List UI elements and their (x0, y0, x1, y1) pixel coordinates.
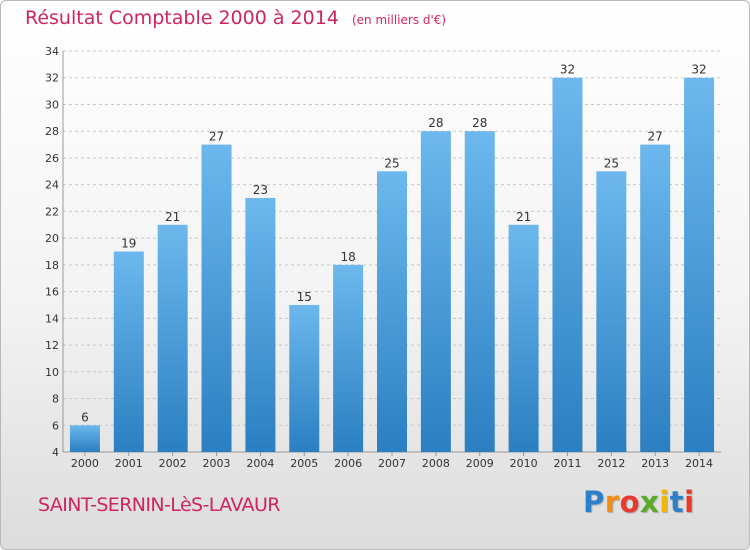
y-tick-label: 10 (45, 366, 59, 379)
place-name: SAINT-SERNIN-LèS-LAVAUR (38, 494, 280, 516)
x-tick-label-2009: 2009 (466, 457, 494, 470)
proxiti-logo: Proxiti (583, 485, 695, 519)
x-tick-label-2013: 2013 (641, 457, 669, 470)
x-tick-label-2011: 2011 (553, 457, 581, 470)
logo-letter: r (604, 485, 620, 519)
bar-2007 (377, 171, 407, 453)
chart-title-row: Résultat Comptable 2000 à 2014 (en milli… (25, 7, 446, 29)
x-tick-label-2007: 2007 (378, 457, 406, 470)
data-label-2005: 15 (297, 290, 312, 304)
x-tick-label-2010: 2010 (510, 457, 538, 470)
y-tick-label: 8 (52, 393, 59, 406)
data-label-2004: 23 (253, 183, 268, 197)
logo-letter: P (583, 485, 605, 519)
data-label-2014: 32 (691, 63, 706, 77)
data-label-2012: 25 (604, 156, 619, 170)
y-axis-ticks: 4 6 8 10 12 14 16 18 20 22 24 26 28 30 32 34 (45, 45, 59, 459)
y-tick-label: 30 (45, 98, 59, 111)
y-tick-label: 34 (45, 45, 59, 58)
logo-letter: o (619, 485, 641, 519)
y-tick-label: 12 (45, 339, 59, 352)
y-tick-label: 14 (45, 312, 59, 325)
x-tick-label-2005: 2005 (290, 457, 318, 470)
y-tick-label: 32 (45, 72, 59, 85)
data-label-2003: 27 (209, 130, 224, 144)
y-tick-label: 6 (52, 419, 59, 432)
bar-2001 (113, 251, 144, 452)
logo-letter: x (640, 485, 660, 519)
data-label-2001: 19 (121, 237, 136, 251)
y-tick-label: 22 (45, 205, 59, 218)
bar-2009 (464, 131, 495, 452)
bars (69, 77, 715, 453)
y-tick-label: 4 (52, 446, 59, 459)
x-tick-label-2003: 2003 (203, 457, 231, 470)
bar-2013 (640, 144, 671, 453)
logo-letter: i (659, 485, 670, 519)
data-labels: 6 19 21 27 23 15 18 25 28 28 21 32 25 27 32 (81, 63, 707, 425)
data-label-2010: 21 (516, 210, 531, 224)
y-tick-label: 24 (45, 179, 59, 192)
x-tick-label-2006: 2006 (334, 457, 362, 470)
data-label-2007: 25 (384, 156, 399, 170)
data-label-2006: 18 (340, 250, 355, 264)
bar-2003 (201, 144, 232, 453)
logo-letter: t (669, 485, 685, 519)
data-label-2011: 32 (560, 63, 575, 77)
chart-subtitle: (en milliers d'€) (351, 13, 447, 27)
y-tick-label: 16 (45, 286, 59, 299)
x-tick-label-2012: 2012 (597, 457, 625, 470)
x-axis-ticks: 2000 2001 2002 2003 2004 2005 2006 2007 2008 2009… (71, 452, 713, 470)
bar-2005 (289, 304, 320, 452)
bar-2014 (684, 77, 715, 452)
x-tick-label-2000: 2000 (71, 457, 99, 470)
y-tick-label: 28 (45, 125, 59, 138)
bar-2012 (596, 171, 627, 453)
bar-2008 (420, 131, 451, 452)
chart-title: Résultat Comptable 2000 à 2014 (25, 7, 339, 29)
bar-2011 (552, 77, 583, 452)
x-tick-label-2002: 2002 (159, 457, 187, 470)
data-label-2000: 6 (81, 410, 89, 424)
data-label-2008: 28 (428, 116, 443, 130)
data-label-2009: 28 (472, 116, 487, 130)
bar-2010 (508, 224, 539, 452)
y-tick-label: 18 (45, 259, 59, 272)
x-tick-label-2008: 2008 (422, 457, 450, 470)
data-label-2013: 27 (648, 130, 663, 144)
bar-2004 (245, 198, 276, 452)
bar-2006 (333, 264, 364, 452)
x-tick-label-2004: 2004 (246, 457, 274, 470)
x-tick-label-2001: 2001 (115, 457, 143, 470)
y-tick-label: 20 (45, 232, 59, 245)
logo-letter: i (684, 485, 695, 519)
x-tick-label-2014: 2014 (685, 457, 713, 470)
bar-2002 (157, 224, 188, 452)
y-tick-label: 26 (45, 152, 59, 165)
data-label-2002: 21 (165, 210, 180, 224)
bar-2000 (69, 425, 100, 452)
